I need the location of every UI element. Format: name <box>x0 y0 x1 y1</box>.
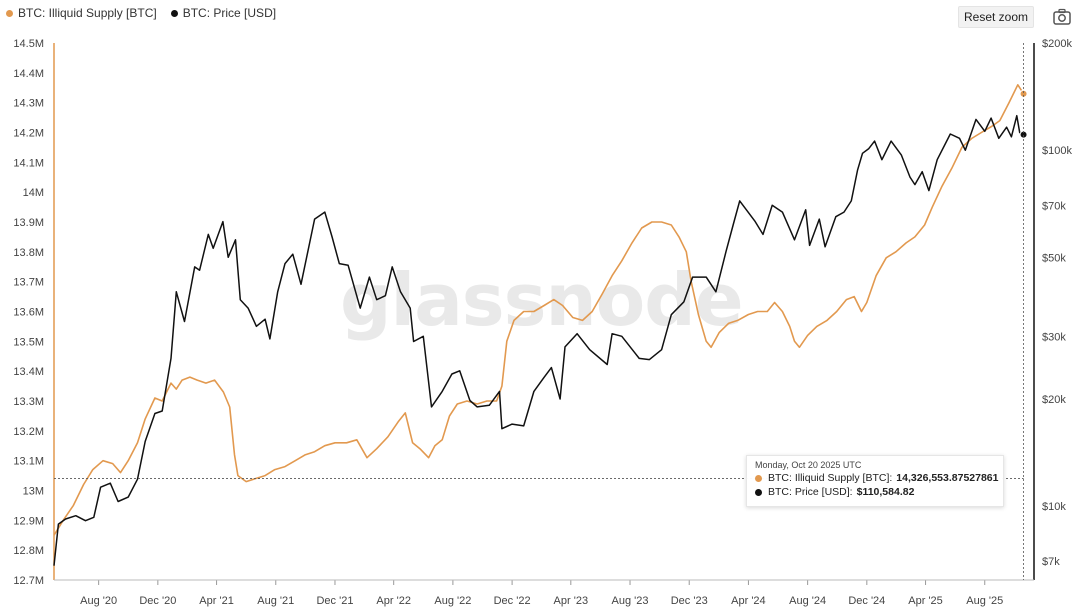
right-tick-label: $10k <box>1042 501 1066 513</box>
series-layer <box>53 84 1028 566</box>
x-tick-label: Apr '21 <box>199 595 234 607</box>
tooltip-dot-supply <box>755 474 762 482</box>
legend-label-price: BTC: Price [USD] <box>182 6 277 20</box>
x-tick-label: Aug '20 <box>80 595 117 607</box>
tooltip-row-supply: BTC: Illiquid Supply [BTC]: 14,326,553.8… <box>755 472 1003 484</box>
tooltip-date: Monday, Oct 20 2025 UTC <box>755 460 862 470</box>
x-tick-label: Aug '24 <box>789 595 826 607</box>
chart-legend: BTC: Illiquid Supply [BTC] BTC: Price [U… <box>6 3 290 23</box>
x-tick-label: Dec '24 <box>848 595 885 607</box>
left-tick-label: 13M <box>23 486 44 498</box>
legend-dot-price <box>170 9 178 17</box>
x-tick-label: Apr '23 <box>554 595 589 607</box>
left-tick-label: 12.7M <box>13 575 44 587</box>
x-tick-label: Dec '21 <box>316 595 353 607</box>
x-tick-label: Aug '25 <box>966 595 1003 607</box>
crosshair <box>54 43 1024 580</box>
left-tick-label: 14.2M <box>13 128 44 140</box>
series-line-illiquid-supply <box>53 84 1025 536</box>
camera-icon[interactable] <box>1052 8 1072 26</box>
x-tick-label: Aug '22 <box>434 595 471 607</box>
tooltip-row-price: BTC: Price [USD]: $110,584.82 <box>755 486 1003 498</box>
right-axis: $200k $100k $70k $50k $30k $20k $10k $7k <box>1042 38 1072 568</box>
legend-dot-illiquid-supply <box>6 9 13 17</box>
left-tick-label: 14.5M <box>13 38 44 50</box>
x-tick-label: Dec '20 <box>139 595 176 607</box>
left-tick-label: 13.8M <box>13 247 44 259</box>
right-tick-label: $100k <box>1042 145 1072 157</box>
left-tick-label: 13.6M <box>13 307 44 319</box>
left-tick-label: 14M <box>23 187 44 199</box>
left-tick-label: 13.2M <box>13 426 44 438</box>
left-tick-label: 14.1M <box>13 157 44 169</box>
legend-item-price[interactable]: BTC: Price [USD] <box>170 6 277 20</box>
tooltip-supply-value: 14,326,553.87527861 <box>896 472 999 484</box>
left-tick-label: 13.4M <box>13 366 44 378</box>
x-tick-label: Dec '22 <box>494 595 531 607</box>
x-tick-label: Apr '22 <box>376 595 411 607</box>
x-tick-label: Dec '23 <box>671 595 708 607</box>
right-tick-label: $7k <box>1042 556 1060 568</box>
left-tick-label: 14.3M <box>13 98 44 110</box>
x-tick-label: Aug '23 <box>612 595 649 607</box>
tooltip: Monday, Oct 20 2025 UTC BTC: Illiquid Su… <box>746 455 1004 507</box>
left-tick-label: 13.7M <box>13 277 44 289</box>
x-tick-label: Aug '21 <box>257 595 294 607</box>
tooltip-price-label: BTC: Price [USD]: <box>768 486 853 498</box>
tooltip-price-value: $110,584.82 <box>856 486 915 498</box>
right-tick-label: $70k <box>1042 200 1066 212</box>
x-tick-label: Apr '24 <box>731 595 766 607</box>
right-tick-label: $20k <box>1042 394 1066 406</box>
left-tick-label: 14.4M <box>13 68 44 80</box>
point-illiquid-supply <box>1019 89 1028 98</box>
tooltip-supply-label: BTC: Illiquid Supply [BTC]: <box>768 472 893 484</box>
legend-item-illiquid-supply[interactable]: BTC: Illiquid Supply [BTC] <box>6 6 157 20</box>
x-axis: Aug '20 Dec '20 Apr '21 Aug '21 Dec '21 Apr '… <box>80 580 1003 607</box>
left-tick-label: 13.5M <box>13 336 44 348</box>
x-tick-label: Apr '25 <box>908 595 943 607</box>
left-axis: 12.7M 12.8M 12.9M 13M 13.1M 13.2M 13.3M 13.4M 13… <box>13 38 44 587</box>
left-tick-label: 13.1M <box>13 456 44 468</box>
left-tick-label: 12.8M <box>13 545 44 557</box>
right-tick-label: $50k <box>1042 252 1066 264</box>
right-tick-label: $200k <box>1042 38 1072 50</box>
left-tick-label: 13.9M <box>13 217 44 229</box>
axis-lines <box>53 43 1035 581</box>
series-line-price <box>53 114 1024 566</box>
legend-label-illiquid-supply: BTC: Illiquid Supply [BTC] <box>18 6 157 20</box>
tooltip-dot-price <box>755 488 762 496</box>
reset-zoom-button[interactable]: Reset zoom <box>958 6 1034 28</box>
left-tick-label: 13.3M <box>13 396 44 408</box>
left-tick-label: 12.9M <box>13 515 44 527</box>
right-tick-label: $30k <box>1042 331 1066 343</box>
